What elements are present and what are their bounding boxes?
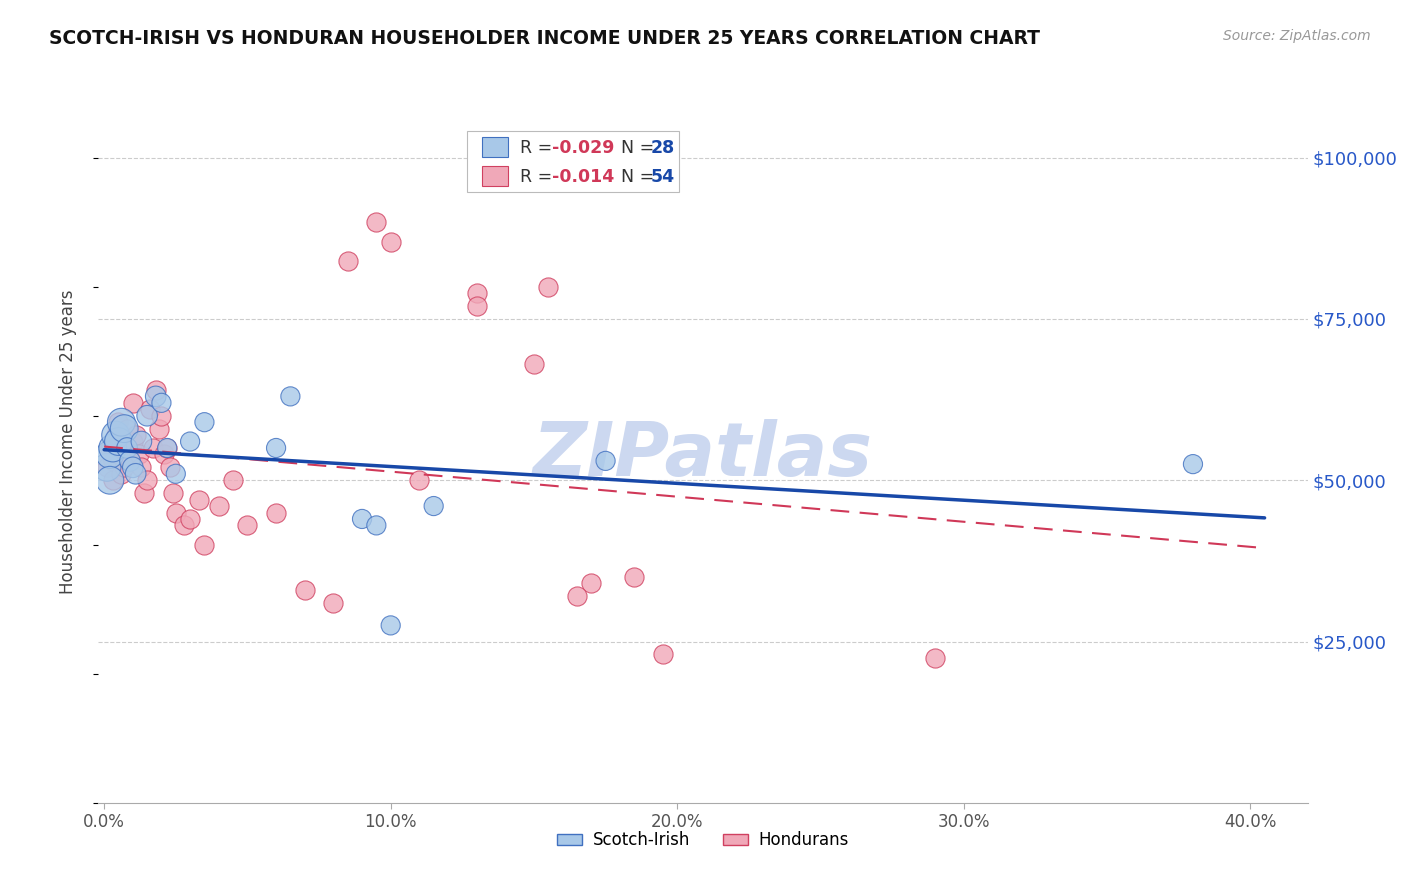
- Point: [128, 447, 150, 461]
- Point: [131, 460, 153, 475]
- Point: [208, 499, 231, 513]
- Point: [142, 441, 165, 455]
- Point: [121, 434, 143, 449]
- Point: [98, 441, 121, 455]
- Point: [136, 409, 159, 423]
- Point: [124, 467, 146, 481]
- Point: [101, 473, 124, 487]
- Point: [96, 460, 118, 475]
- Point: [179, 434, 201, 449]
- Point: [112, 434, 135, 449]
- Point: [104, 428, 127, 442]
- Point: [110, 467, 132, 481]
- FancyBboxPatch shape: [482, 166, 509, 186]
- Point: [104, 428, 127, 442]
- Point: [422, 499, 444, 513]
- Point: [162, 486, 184, 500]
- Text: N =: N =: [610, 139, 659, 157]
- Point: [651, 648, 673, 662]
- Point: [98, 447, 121, 461]
- Text: R =: R =: [520, 139, 558, 157]
- Point: [537, 279, 560, 293]
- Point: [107, 447, 129, 461]
- FancyBboxPatch shape: [482, 137, 509, 158]
- Point: [380, 618, 402, 632]
- Point: [264, 506, 287, 520]
- Text: 54: 54: [651, 168, 675, 186]
- Point: [96, 460, 118, 475]
- Point: [193, 415, 215, 429]
- Point: [112, 422, 135, 436]
- Point: [134, 486, 156, 500]
- Point: [115, 447, 138, 461]
- Point: [465, 286, 488, 301]
- Point: [124, 428, 146, 442]
- Point: [115, 441, 138, 455]
- Point: [136, 473, 159, 487]
- Point: [581, 576, 603, 591]
- Point: [623, 570, 645, 584]
- Point: [380, 235, 402, 249]
- Point: [193, 538, 215, 552]
- Point: [118, 454, 141, 468]
- Point: [322, 596, 344, 610]
- Point: [565, 590, 588, 604]
- Point: [336, 253, 359, 268]
- Text: Source: ZipAtlas.com: Source: ZipAtlas.com: [1223, 29, 1371, 44]
- Point: [107, 434, 129, 449]
- Point: [150, 409, 173, 423]
- Point: [150, 396, 173, 410]
- Point: [165, 467, 187, 481]
- Point: [366, 215, 388, 229]
- Text: R =: R =: [520, 168, 558, 186]
- Point: [121, 460, 143, 475]
- Point: [156, 441, 179, 455]
- Point: [595, 454, 617, 468]
- Point: [98, 473, 121, 487]
- Text: ZIPatlas: ZIPatlas: [533, 419, 873, 492]
- Point: [1181, 457, 1204, 471]
- Point: [107, 415, 129, 429]
- Text: 28: 28: [651, 139, 675, 157]
- Point: [121, 396, 143, 410]
- Point: [294, 582, 316, 597]
- Point: [264, 441, 287, 455]
- Point: [145, 383, 167, 397]
- Text: -0.014: -0.014: [553, 168, 614, 186]
- Point: [350, 512, 373, 526]
- Point: [173, 518, 195, 533]
- Point: [118, 454, 141, 468]
- Point: [159, 460, 181, 475]
- FancyBboxPatch shape: [467, 131, 679, 193]
- Legend: Scotch-Irish, Hondurans: Scotch-Irish, Hondurans: [551, 824, 855, 856]
- Y-axis label: Householder Income Under 25 years: Householder Income Under 25 years: [59, 289, 77, 594]
- Point: [115, 422, 138, 436]
- Point: [101, 454, 124, 468]
- Point: [156, 441, 179, 455]
- Point: [131, 434, 153, 449]
- Point: [148, 422, 170, 436]
- Point: [187, 492, 209, 507]
- Text: N =: N =: [610, 168, 659, 186]
- Point: [523, 357, 546, 371]
- Point: [179, 512, 201, 526]
- Point: [145, 389, 167, 403]
- Point: [408, 473, 430, 487]
- Point: [112, 460, 135, 475]
- Point: [465, 299, 488, 313]
- Point: [139, 402, 162, 417]
- Point: [236, 518, 259, 533]
- Point: [153, 447, 176, 461]
- Point: [110, 415, 132, 429]
- Point: [924, 650, 946, 665]
- Point: [165, 506, 187, 520]
- Point: [280, 389, 302, 403]
- Text: -0.029: -0.029: [553, 139, 614, 157]
- Point: [101, 441, 124, 455]
- Point: [110, 441, 132, 455]
- Point: [222, 473, 245, 487]
- Text: SCOTCH-IRISH VS HONDURAN HOUSEHOLDER INCOME UNDER 25 YEARS CORRELATION CHART: SCOTCH-IRISH VS HONDURAN HOUSEHOLDER INC…: [49, 29, 1040, 48]
- Point: [366, 518, 388, 533]
